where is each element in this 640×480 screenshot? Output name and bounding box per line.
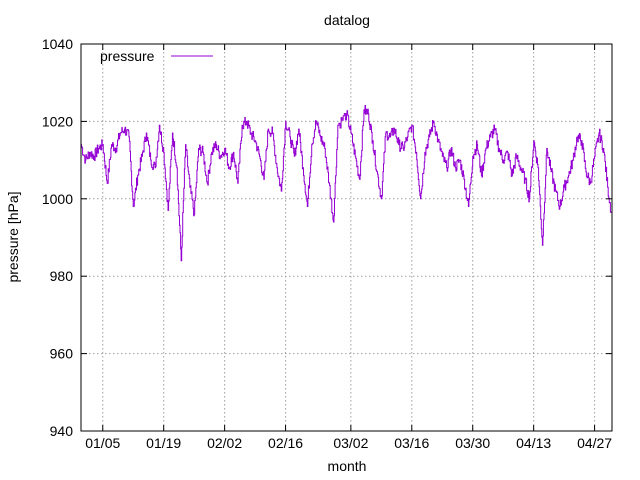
plot-frame [80,43,613,432]
series-line-pressure [81,105,613,262]
y-tick-label: 1000 [42,191,73,207]
x-tick-label: 02/16 [268,435,303,451]
y-axis-ticks: 940 960 980 1000 1020 1040 [42,36,612,439]
y-tick-label: 940 [50,423,74,439]
x-tick-label: 03/16 [394,435,429,451]
x-tick-label: 01/19 [146,435,181,451]
y-tick-label: 1020 [42,113,73,129]
x-tick-label: 04/13 [516,435,551,451]
x-tick-label: 03/02 [333,435,368,451]
y-tick-label: 960 [50,346,74,362]
x-tick-label: 02/02 [207,435,242,451]
x-tick-label: 04/27 [577,435,612,451]
chart-title: datalog [324,12,370,28]
y-tick-label: 980 [50,268,74,284]
legend-label-pressure: pressure [100,48,155,64]
legend: pressure [100,48,213,64]
grid-lines [81,44,612,431]
x-axis-ticks: 01/05 01/19 02/02 02/16 03/02 03/16 03/30 04/13… [85,44,612,451]
y-tick-label: 1040 [42,36,73,52]
y-axis-label: pressure [hPa] [5,191,21,282]
x-axis-label: month [328,458,367,474]
x-tick-label: 01/05 [85,435,120,451]
series-layer [81,105,613,262]
x-tick-label: 03/30 [455,435,490,451]
